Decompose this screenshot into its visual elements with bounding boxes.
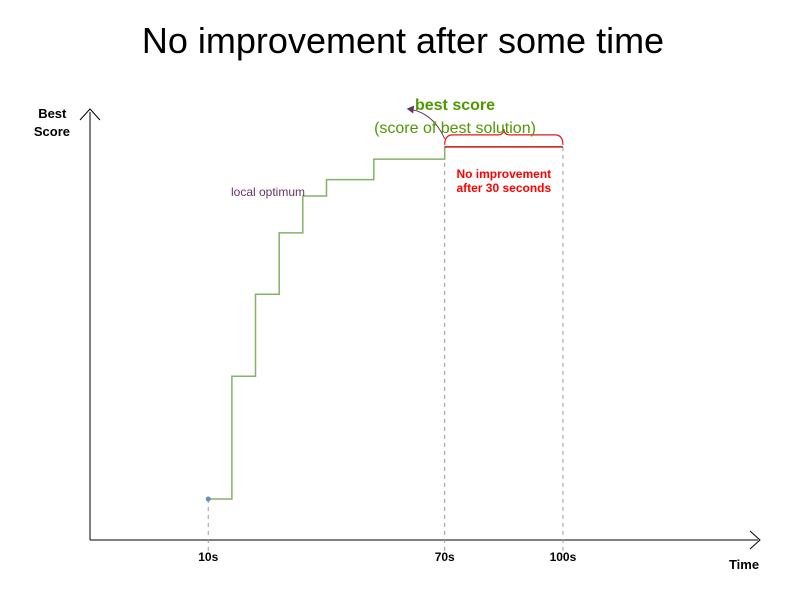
no-improvement-label-line-2: after 30 seconds — [456, 181, 551, 195]
x-tick-label-10s: 10s — [198, 550, 218, 564]
chart-title: No improvement after some time — [142, 20, 664, 61]
y-axis-title-line-2: Score — [34, 124, 70, 139]
y-axis-title-line-1: Best — [38, 106, 67, 121]
y-axis-title: Best Score — [34, 106, 70, 139]
axes — [79, 108, 761, 550]
x-tick-label-70s: 70s — [435, 550, 455, 564]
start-point — [205, 496, 211, 502]
y-axis-arrowhead — [79, 108, 101, 121]
score-series — [205, 146, 563, 502]
x-axis-title: Time — [729, 557, 759, 572]
x-tick-label-100s: 100s — [550, 550, 577, 564]
no-improvement-label-line-1: No improvement — [456, 167, 551, 181]
series-legend-description: (score of best solution) — [374, 120, 536, 137]
x-ticks: 10s 70s 100s — [198, 550, 576, 564]
x-axis-arrowhead — [749, 530, 761, 550]
local-optimum-label: local optimum — [231, 185, 305, 199]
local-optimum-arrow — [406, 105, 446, 140]
no-improvement-label: No improvement after 30 seconds — [456, 167, 551, 195]
score-step-line — [208, 146, 563, 500]
series-legend-title: best score — [415, 97, 495, 114]
guide-lines — [207, 146, 564, 555]
